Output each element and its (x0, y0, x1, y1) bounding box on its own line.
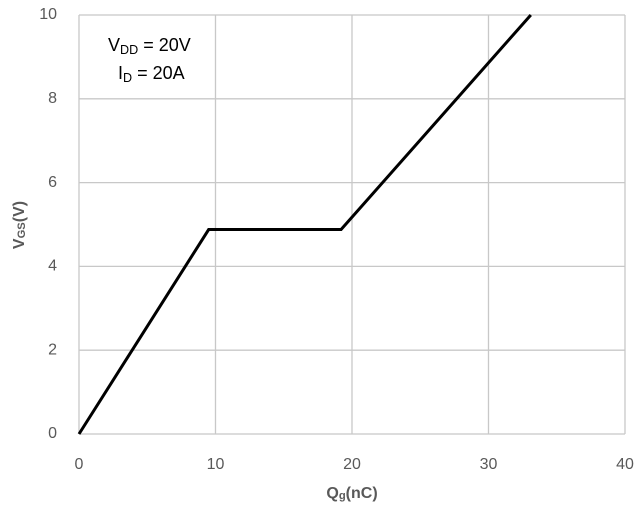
x-tick-label: 20 (343, 456, 361, 473)
y-tick-label: 8 (48, 90, 57, 107)
data-line (77, 14, 532, 435)
x-axis-label-part: (nC) (346, 485, 378, 502)
annotation-part: DD (120, 43, 138, 57)
annotation-part: D (123, 71, 132, 85)
annotation-part: = 20V (138, 35, 191, 55)
y-axis-label: VGS(V) (11, 201, 28, 249)
y-tick-label: 10 (39, 6, 57, 23)
annotation: VDD = 20V (108, 35, 191, 58)
y-tick-label: 6 (48, 174, 57, 191)
x-tick-label: 0 (75, 456, 84, 473)
x-tick-label: 40 (616, 456, 634, 473)
y-tick-label: 4 (48, 258, 57, 275)
y-axis-label-part: (V) (11, 201, 28, 222)
x-axis-label-part: Q (326, 485, 338, 502)
x-tick-label: 10 (207, 456, 225, 473)
x-tick-label: 30 (480, 456, 498, 473)
x-axis-label: Qg(nC) (326, 485, 377, 502)
annotation-part: I (118, 63, 123, 83)
y-axis-label-part: GS (16, 222, 28, 239)
x-axis-label-part: g (339, 490, 346, 502)
annotation-part: V (108, 35, 120, 55)
annotation: ID = 20A (118, 63, 185, 86)
y-tick-label: 2 (48, 341, 57, 358)
y-tick-label: 0 (48, 425, 57, 442)
y-axis-label-part: V (11, 238, 28, 249)
annotation-part: = 20A (132, 63, 185, 83)
